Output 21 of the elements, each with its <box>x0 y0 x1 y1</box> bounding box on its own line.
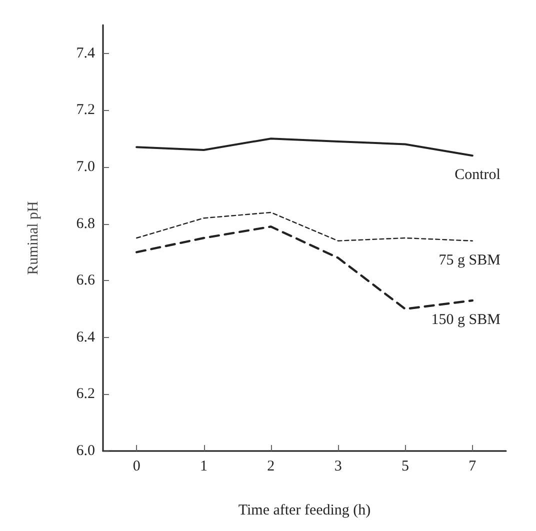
y-tick-label: 6.8 <box>76 216 95 232</box>
series-label: Control <box>454 167 500 184</box>
y-tick-label: 6.2 <box>76 386 95 402</box>
x-tick-label: 2 <box>267 458 275 474</box>
x-tick-label: 1 <box>200 458 208 474</box>
x-tick-label: 5 <box>402 458 409 474</box>
y-axis-title: Ruminal pH <box>26 200 42 275</box>
x-tick-label: 0 <box>132 458 140 474</box>
line-series <box>136 138 474 157</box>
x-tick-label: 3 <box>334 458 342 474</box>
x-tick-label: 7 <box>468 458 477 474</box>
y-tick-label: 6.6 <box>76 272 96 289</box>
y-tick-label: 6.4 <box>76 329 96 346</box>
line-series <box>136 212 474 242</box>
series-label: 75 g SBM <box>438 252 500 268</box>
y-tick-label: 7.2 <box>76 102 95 118</box>
y-tick-label: 7.0 <box>76 159 95 175</box>
y-tick-label: 7.4 <box>76 45 96 62</box>
series-label: 150 g SBM <box>431 312 500 328</box>
y-tick-label: 6.0 <box>76 443 95 459</box>
x-axis-title: Time after feeding (h) <box>238 502 371 518</box>
